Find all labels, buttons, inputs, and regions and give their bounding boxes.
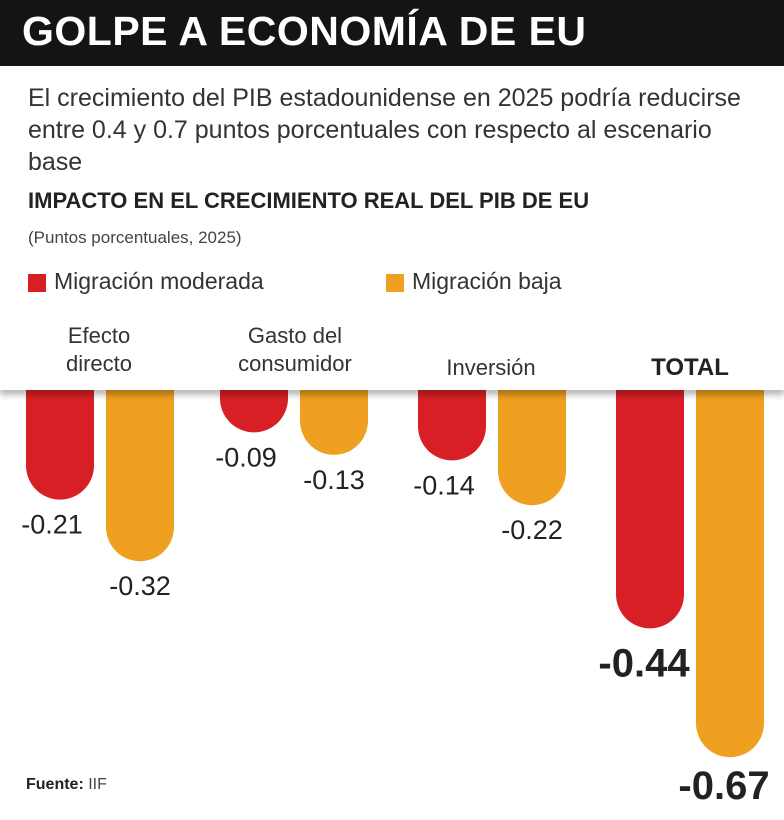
value-label-0-0: -0.21 — [21, 510, 83, 540]
source-label: Fuente: — [26, 776, 84, 793]
bar-1-0 — [220, 382, 288, 433]
category-label-inversion: Inversión — [396, 354, 586, 382]
bar-2-0 — [418, 382, 486, 461]
bar-0-0 — [26, 382, 94, 500]
category-label-efecto-directo-text: Efecto directo — [65, 323, 133, 376]
bar-2-1 — [498, 382, 566, 506]
category-label-gasto-consumidor: Gasto del consumidor — [200, 322, 390, 378]
bar-0-1 — [106, 382, 174, 562]
category-label-gasto-consumidor-text: Gasto del consumidor — [238, 323, 352, 376]
value-label-0-1: -0.32 — [109, 571, 171, 601]
category-label-total: TOTAL — [595, 354, 784, 382]
value-label-1-0: -0.09 — [215, 442, 277, 472]
subtitle: El crecimiento del PIB estadounidense en… — [28, 84, 741, 176]
value-label-2-1: -0.22 — [501, 515, 563, 545]
bar-3-1 — [696, 382, 764, 758]
header-bar: GOLPE A ECONOMÍA DE EU — [0, 0, 784, 66]
bar-1-1 — [300, 382, 368, 455]
legend-label-moderada: Migración moderada — [54, 268, 264, 294]
value-label-3-1: -0.67 — [678, 764, 769, 808]
chart-title: IMPACTO EN EL CRECIMIENTO REAL DEL PIB D… — [28, 188, 590, 213]
source-value: IIF — [88, 776, 107, 793]
category-band: Efecto directo Gasto del consumidor Invers… — [0, 316, 784, 390]
legend-label-baja: Migración baja — [412, 268, 562, 294]
chart-unit: (Puntos porcentuales, 2025) — [28, 228, 242, 247]
value-label-2-0: -0.14 — [413, 470, 475, 500]
value-label-3-0: -0.44 — [598, 641, 690, 685]
category-label-inversion-text: Inversión — [446, 355, 536, 380]
category-label-total-text: TOTAL — [651, 354, 729, 381]
legend-swatch-baja — [386, 274, 404, 292]
legend-swatch-moderada — [28, 274, 46, 292]
value-label-1-1: -0.13 — [303, 465, 365, 495]
page-title: GOLPE A ECONOMÍA DE EU — [22, 8, 587, 54]
category-label-efecto-directo: Efecto directo — [4, 322, 194, 378]
source-note: Fuente: IIF — [26, 776, 107, 794]
bar-3-0 — [616, 382, 684, 629]
